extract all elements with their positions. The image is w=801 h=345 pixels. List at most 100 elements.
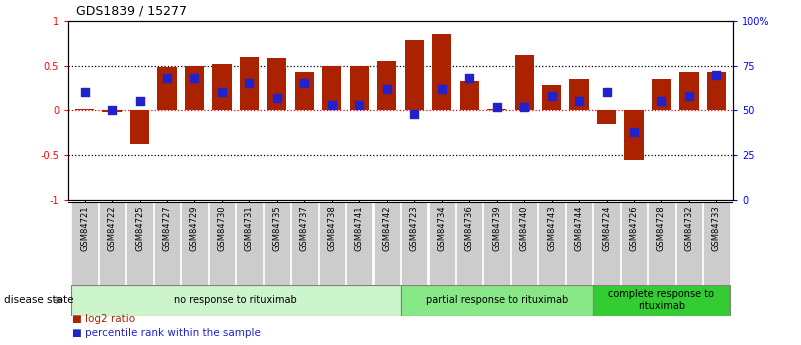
Bar	[401, 202, 428, 285]
Bar	[99, 202, 125, 285]
Bar	[185, 66, 204, 110]
Point	[655, 99, 668, 104]
Bar	[350, 66, 369, 110]
Point	[271, 95, 284, 101]
Point	[325, 102, 338, 108]
Text: GSM84725: GSM84725	[135, 205, 144, 250]
Bar	[103, 110, 122, 112]
Bar	[456, 202, 482, 285]
Bar	[75, 109, 95, 110]
Bar	[597, 110, 616, 124]
Bar	[652, 79, 671, 110]
Text: complete response to
rituximab: complete response to rituximab	[609, 289, 714, 311]
Text: GSM84726: GSM84726	[630, 205, 638, 251]
Text: GSM84739: GSM84739	[492, 205, 501, 251]
Bar	[212, 64, 231, 110]
Text: disease state: disease state	[4, 295, 74, 305]
Point	[435, 86, 448, 92]
Text: GSM84734: GSM84734	[437, 205, 446, 251]
Bar	[291, 202, 317, 285]
Point	[133, 99, 146, 104]
Point	[682, 93, 695, 99]
Bar	[209, 202, 235, 285]
Bar	[542, 85, 562, 110]
Bar	[400, 285, 593, 316]
Bar	[679, 72, 698, 110]
Text: no response to rituximab: no response to rituximab	[175, 295, 297, 305]
Point	[490, 104, 503, 110]
Point	[160, 75, 173, 81]
Bar	[484, 202, 510, 285]
Bar	[676, 202, 702, 285]
Bar	[239, 57, 259, 110]
Point	[188, 75, 201, 81]
Text: GSM84724: GSM84724	[602, 205, 611, 250]
Point	[463, 75, 476, 81]
Point	[298, 81, 311, 86]
Text: GSM84743: GSM84743	[547, 205, 556, 251]
Point	[78, 90, 91, 95]
Bar	[71, 202, 98, 285]
Text: GSM84733: GSM84733	[712, 205, 721, 251]
Point	[243, 81, 256, 86]
Bar	[346, 202, 372, 285]
Bar	[70, 285, 400, 316]
Text: GSM84723: GSM84723	[410, 205, 419, 251]
Bar	[181, 202, 207, 285]
Point	[353, 102, 366, 108]
Point	[628, 129, 641, 135]
Bar	[625, 110, 644, 160]
Bar	[514, 55, 533, 110]
Point	[517, 104, 530, 110]
Point	[573, 99, 586, 104]
Bar	[130, 110, 149, 145]
Text: partial response to rituximab: partial response to rituximab	[425, 295, 568, 305]
Bar	[432, 34, 451, 110]
Text: GSM84727: GSM84727	[163, 205, 171, 251]
Point	[106, 108, 119, 113]
Point	[600, 90, 613, 95]
Bar	[405, 40, 424, 110]
Bar	[487, 109, 506, 110]
Bar	[706, 72, 726, 110]
Bar	[373, 202, 400, 285]
Bar	[127, 202, 153, 285]
Bar	[322, 66, 341, 110]
Text: GSM84741: GSM84741	[355, 205, 364, 250]
Point	[545, 93, 558, 99]
Bar	[511, 202, 537, 285]
Bar	[594, 202, 620, 285]
Text: ■ percentile rank within the sample: ■ percentile rank within the sample	[72, 328, 261, 338]
Point	[380, 86, 393, 92]
Text: GSM84732: GSM84732	[685, 205, 694, 251]
Text: GDS1839 / 15277: GDS1839 / 15277	[76, 4, 187, 17]
Text: GSM84738: GSM84738	[328, 205, 336, 251]
Bar	[538, 202, 565, 285]
Text: GSM84740: GSM84740	[520, 205, 529, 250]
Bar	[154, 202, 180, 285]
Text: GSM84721: GSM84721	[80, 205, 89, 250]
Point	[408, 111, 421, 117]
Text: GSM84742: GSM84742	[382, 205, 391, 250]
Bar	[460, 81, 479, 110]
Text: GSM84722: GSM84722	[107, 205, 116, 250]
Text: GSM84736: GSM84736	[465, 205, 473, 251]
Point	[215, 90, 228, 95]
Text: ■ log2 ratio: ■ log2 ratio	[72, 314, 135, 324]
Text: GSM84728: GSM84728	[657, 205, 666, 251]
Point	[710, 72, 723, 77]
Text: GSM84737: GSM84737	[300, 205, 309, 251]
Bar	[268, 58, 287, 110]
Bar	[703, 202, 730, 285]
Bar	[319, 202, 345, 285]
Bar	[429, 202, 455, 285]
Bar	[593, 285, 731, 316]
Bar	[236, 202, 263, 285]
Text: GSM84735: GSM84735	[272, 205, 281, 251]
Text: GSM84744: GSM84744	[574, 205, 584, 250]
Bar	[377, 61, 396, 110]
Text: GSM84730: GSM84730	[217, 205, 227, 251]
Text: GSM84731: GSM84731	[245, 205, 254, 251]
Bar	[648, 202, 674, 285]
Bar	[295, 72, 314, 110]
